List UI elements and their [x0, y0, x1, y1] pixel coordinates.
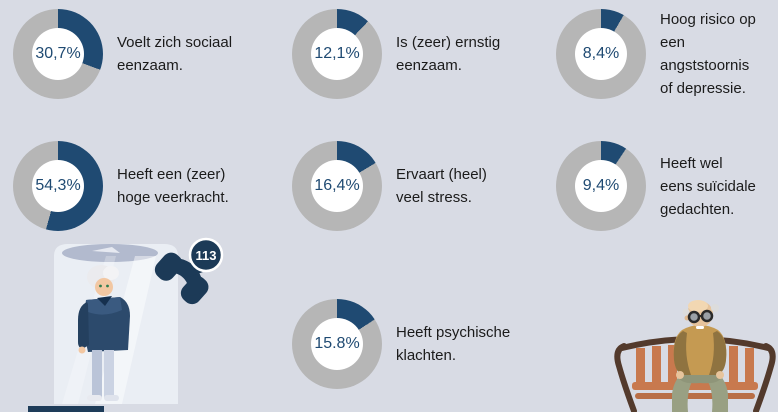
- percentage-value: 30,7%: [35, 45, 81, 62]
- donut-center: 54,3%: [32, 160, 84, 212]
- donut-chart-stress: 16,4%: [292, 141, 382, 231]
- bench-seat-rail: [635, 393, 755, 399]
- sitting-elderly-man: [672, 300, 728, 412]
- man-under-bell-jar-illustration: [54, 244, 178, 404]
- speech-bubble-tail: [186, 266, 203, 278]
- stat-label: Hoog risico op een angststoornis of depr…: [660, 11, 756, 97]
- percentage-value: 12,1%: [314, 45, 360, 62]
- donut-chart-suicidal-thoughts: 9,4%: [556, 141, 646, 231]
- donut-center: 12,1%: [311, 28, 363, 80]
- phone-113-icon: 113: [154, 237, 224, 305]
- man-on-bench-illustration: [614, 300, 776, 412]
- bell-jar-rim-highlight: [92, 247, 120, 253]
- bench-right-arm: [753, 343, 776, 412]
- donut-center: 9,4%: [575, 160, 627, 212]
- stat-stress: 16,4% Ervaart (heel) veel stress.: [292, 140, 487, 232]
- donut-chart-severe-loneliness: 12,1%: [292, 9, 382, 99]
- stat-psychological-complaints: 15.8% Heeft psychische klachten.: [292, 298, 510, 390]
- bench-left-arm: [614, 343, 637, 412]
- donut-center: 8,4%: [575, 28, 627, 80]
- donut-center: 15.8%: [311, 318, 363, 370]
- stat-suicidal-thoughts: 9,4% Heeft wel eens suïcidale gedachten.: [556, 140, 756, 232]
- percentage-value: 54,3%: [35, 177, 81, 194]
- stat-label: Heeft een (zeer) hoge veerkracht.: [117, 166, 229, 206]
- donut-chart-social-loneliness: 30,7%: [13, 9, 103, 99]
- stat-resilience: 54,3% Heeft een (zeer) hoge veerkracht.: [13, 140, 229, 232]
- stat-social-loneliness: 30,7% Voelt zich sociaal eenzaam.: [13, 8, 232, 100]
- stat-label: Heeft wel eens suïcidale gedachten.: [660, 154, 756, 218]
- donut-center: 30,7%: [32, 28, 84, 80]
- bell-jar-rim: [62, 244, 158, 262]
- stat-label: Heeft psychische klachten.: [396, 324, 511, 364]
- donut-chart-resilience: 54,3%: [13, 141, 103, 231]
- hotline-number-badge: 113: [196, 248, 217, 263]
- stat-anxiety-depression-risk: 8,4% Hoog risico op een angststoornis of…: [556, 8, 778, 100]
- stat-severe-loneliness: 12,1% Is (zeer) ernstig eenzaam.: [292, 8, 500, 100]
- percentage-value: 16,4%: [314, 177, 360, 194]
- round-glasses-icon: [687, 309, 714, 324]
- bell-jar-base: [28, 406, 104, 412]
- standing-elderly-man: [78, 265, 130, 401]
- speech-bubble: [188, 237, 224, 273]
- donut-chart-anxiety-depression-risk: 8,4%: [556, 9, 646, 99]
- stat-label: Is (zeer) ernstig eenzaam.: [396, 34, 501, 74]
- donut-center: 16,4%: [311, 160, 363, 212]
- percentage-value: 9,4%: [582, 177, 620, 194]
- stat-label: Voelt zich sociaal eenzaam.: [117, 34, 233, 74]
- stat-label: Ervaart (heel) veel stress.: [396, 166, 487, 206]
- percentage-value: 15.8%: [314, 335, 360, 352]
- percentage-value: 8,4%: [582, 45, 620, 62]
- donut-chart-psychological-complaints: 15.8%: [292, 299, 382, 389]
